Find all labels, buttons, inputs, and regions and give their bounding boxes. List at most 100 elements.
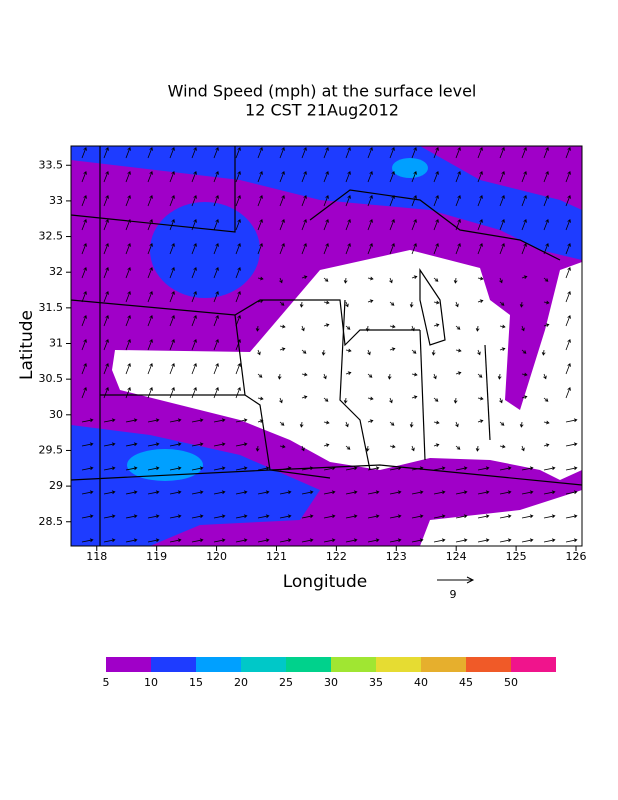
wind-arrow [543,147,549,159]
colorbar-box [151,657,196,672]
wind-arrow [543,538,556,543]
wind-arrow [323,171,329,183]
x-tick-label: 119 [146,550,167,563]
wind-arrow [367,147,373,159]
wind-arrow [323,538,336,543]
x-tick-label: 124 [446,550,467,563]
colorbar-box [331,657,376,672]
wind-arrow [521,466,534,471]
wind-arrow [345,421,349,428]
wind-arrow [521,171,527,183]
wind-arrow [147,243,153,255]
wind-arrow [103,387,109,399]
wind-arrow [81,514,94,519]
wind-arrow [411,275,418,280]
wind-arrow [125,315,131,327]
wind-arrow [411,490,424,495]
wind-arrow [235,387,241,399]
wind-arrow [411,466,424,471]
wind-arrow [125,243,131,255]
wind-arrow [279,397,283,404]
wind-arrow [433,466,446,471]
wind-arrow [235,219,241,231]
wind-arrow [235,466,248,471]
wind-arrow [411,219,417,231]
wind-arrow [477,243,483,255]
wind-arrow [301,195,307,207]
borders [71,146,582,546]
wind-arrow [125,267,131,279]
wind-arrow [477,490,490,495]
wind-arrow [565,339,571,351]
wind-arrow [543,373,547,380]
wind-arrow [433,277,439,282]
wind-arrow [521,275,528,280]
shading [71,146,582,260]
wind-arrow [477,276,484,281]
wind-arrow [323,195,329,207]
wind-arrow [147,538,160,543]
wind-arrow [147,387,153,399]
wind-arrow [477,514,490,519]
wind-arrow [499,397,503,404]
wind-arrow [389,538,402,543]
wind-arrow [541,349,546,356]
wind-arrow [389,219,395,231]
wind-arrow [475,325,480,332]
wind-arrow [499,195,505,207]
wind-arrow [191,243,197,255]
y-tick-label: 32.5 [39,230,64,243]
wind-arrow [345,171,351,183]
wind-arrow [169,171,175,183]
wind-arrow [213,538,226,543]
wind-arrow [147,219,153,231]
y-tick-label: 30 [49,408,63,421]
wind-arrow [147,171,153,183]
wind-arrow [103,147,109,159]
wind-arrow [389,195,395,207]
wind-arrow [367,538,380,543]
wind-arrow [565,514,578,519]
wind-arrow [565,466,578,471]
wind-arrow [389,324,396,329]
wind-arrow [301,514,314,519]
colorbar-box [466,657,511,672]
wind-arrow [191,315,197,327]
wind-arrow [367,299,374,304]
wind-arrow [565,315,571,327]
wind-arrow [103,315,109,327]
wind-arrow [213,387,219,399]
wind-arrow [257,299,264,304]
wind-arrow [367,419,374,424]
y-tick-label: 32 [49,265,63,278]
y-tick-label: 30.5 [39,372,64,385]
wind-arrow [389,301,395,306]
x-tick-label: 123 [386,550,407,563]
colorbar-label: 5 [103,676,110,689]
wind-arrow [477,147,483,159]
y-tick-label: 29.5 [39,443,64,456]
wind-arrow [499,219,505,231]
wind-arrow [257,219,263,231]
colorbar-label: 20 [234,676,248,689]
wind-arrow [191,291,197,303]
wind-arrow [191,195,197,207]
wind-arrow [169,490,182,495]
wind-arrow [499,421,505,426]
wind-arrow [323,514,336,519]
colorbar-box [511,657,556,672]
wind-arrow [477,195,483,207]
wind-arrow [455,538,468,543]
colorbar-box [376,657,421,672]
wind-arrow [257,171,263,183]
wind-arrow [301,395,308,400]
wind-arrow [433,373,437,380]
wind-arrow [213,291,219,303]
wind-arrow [81,147,87,159]
wind-arrow [279,538,292,543]
wind-arrow [477,373,483,378]
wind-arrow [125,219,131,231]
wind-arrow [257,514,270,519]
wind-arrow [301,466,314,471]
wind-arrow [191,339,197,351]
